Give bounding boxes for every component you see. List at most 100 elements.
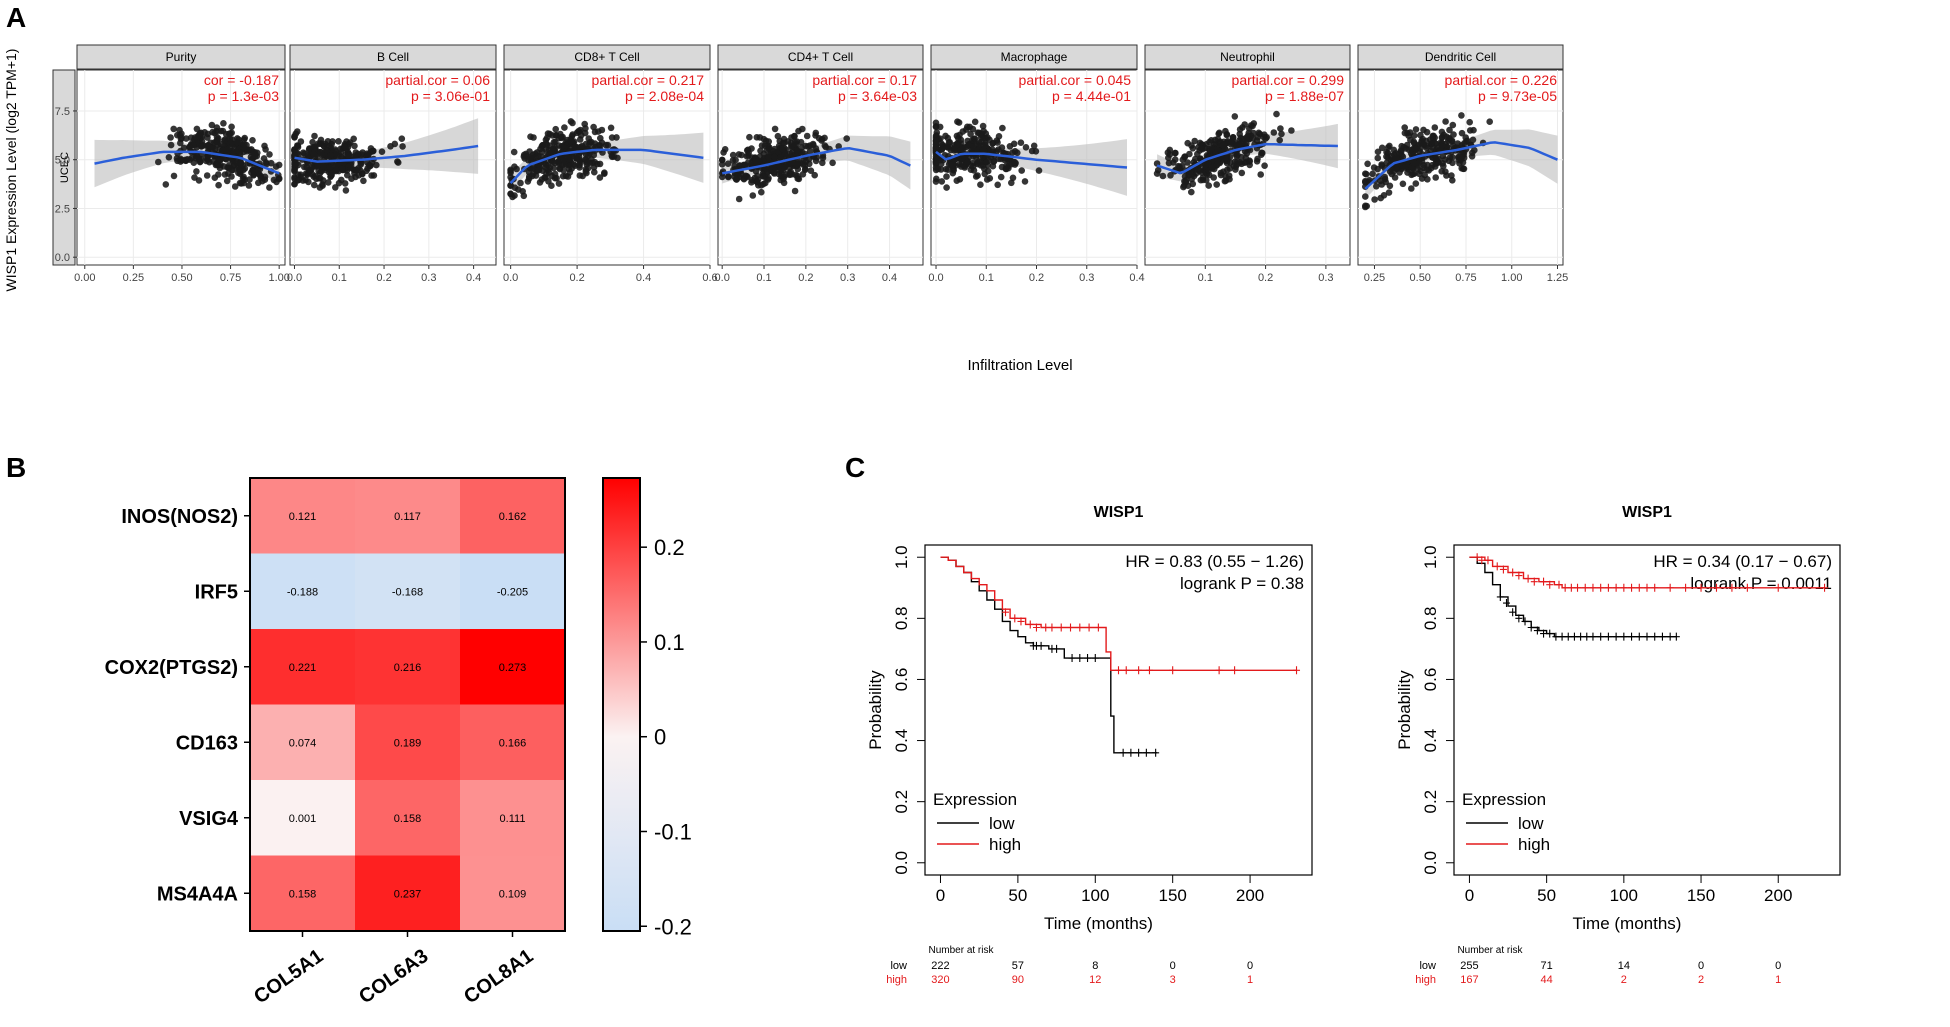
data-point: [195, 177, 203, 184]
data-point: [198, 143, 205, 150]
data-point: [762, 137, 770, 145]
data-point: [953, 141, 960, 148]
x-tick-label: 0.2: [1258, 272, 1273, 284]
data-point: [387, 143, 394, 150]
data-point: [1369, 170, 1376, 178]
data-point: [1362, 193, 1369, 200]
colorbar-tick-label: -0.1: [654, 819, 692, 844]
data-point: [1410, 132, 1418, 139]
censor-mark: [1037, 641, 1045, 650]
data-point: [272, 163, 280, 170]
censor-mark: [1493, 562, 1501, 571]
data-point: [363, 150, 371, 157]
data-point: [843, 135, 850, 142]
facet-macrophage: Macrophage 0.0 0.1 0.2 0.3 0.4 partial.cor = 0…: [928, 44, 1145, 284]
heatmap-cell: [460, 629, 565, 705]
censor-mark: [1589, 583, 1597, 592]
data-point: [1213, 161, 1221, 169]
data-point: [943, 184, 950, 191]
data-point: [582, 125, 589, 132]
data-point: [1199, 174, 1207, 182]
survival-curve-high: [940, 556, 1301, 675]
data-point: [511, 163, 518, 170]
data-point: [1411, 145, 1419, 152]
y-axis-label: Probability: [1395, 670, 1414, 750]
data-point: [233, 139, 241, 146]
data-point: [211, 174, 219, 181]
data-point: [1184, 139, 1191, 147]
data-point: [964, 158, 971, 165]
data-point: [507, 167, 514, 175]
censor-mark: [1635, 583, 1643, 592]
logrank-label: logrank P = 0.38: [1180, 574, 1304, 593]
data-point: [576, 136, 584, 143]
data-point: [977, 181, 984, 188]
data-point: [608, 134, 616, 141]
data-point: [596, 174, 604, 181]
y-axis-label: Probability: [866, 670, 885, 750]
data-point: [576, 172, 584, 179]
censor-mark: [1540, 577, 1548, 586]
data-point: [576, 128, 583, 135]
data-point: [223, 177, 231, 185]
y-tick-label: 0.2: [1421, 790, 1440, 814]
cell-value-label: 0.121: [289, 511, 317, 523]
data-point: [1172, 149, 1179, 157]
data-point: [1450, 131, 1457, 138]
data-point: [196, 130, 204, 137]
cell-value-label: 0.166: [499, 737, 527, 749]
facet-title: CD8+ T Cell: [574, 50, 639, 64]
data-point: [167, 141, 175, 149]
data-point: [358, 151, 365, 158]
data-point: [1175, 162, 1182, 170]
heatmap-cell: [355, 704, 460, 780]
y-tick-label: 0.0: [55, 252, 70, 264]
data-point: [248, 146, 255, 153]
data-point: [306, 167, 314, 175]
data-point: [209, 158, 217, 165]
data-point: [1188, 188, 1195, 196]
data-point: [1374, 148, 1382, 156]
data-point: [1208, 144, 1215, 152]
data-point: [970, 143, 977, 151]
heatmap-cell: [460, 780, 565, 856]
data-point: [1383, 159, 1390, 167]
data-point: [1449, 154, 1456, 161]
km-frame: [924, 544, 1313, 876]
data-point: [607, 124, 615, 132]
y-tick-label: 2.5: [55, 203, 70, 215]
x-tick-label: 0.3: [840, 272, 855, 284]
heatmap-cell: [355, 629, 460, 705]
data-point: [560, 160, 568, 168]
facet-strip: [289, 44, 497, 70]
data-point: [1448, 172, 1455, 179]
hazard-ratio-label: HR = 0.34 (0.17 − 0.67): [1653, 552, 1832, 571]
data-point: [250, 172, 257, 179]
data-point: [932, 178, 940, 185]
censor-mark: [1567, 583, 1575, 592]
data-point: [1378, 144, 1386, 152]
data-point: [1184, 182, 1192, 189]
data-point: [595, 128, 602, 135]
data-point: [1416, 170, 1423, 178]
data-point: [994, 181, 1001, 189]
censor-mark: [1053, 644, 1061, 653]
data-point: [1460, 154, 1468, 162]
y-axis-label: WISP1 Expression Level (log2 TPM+1): [3, 49, 19, 292]
x-tick-label: 100: [1081, 886, 1109, 905]
data-point: [1386, 182, 1394, 190]
data-point: [1432, 174, 1439, 181]
x-tick-label: 200: [1236, 886, 1264, 905]
data-point: [1388, 152, 1395, 160]
data-point: [589, 159, 596, 167]
correlation-label: partial.cor = 0.17: [812, 72, 917, 88]
facet-title: CD4+ T Cell: [788, 50, 853, 64]
data-point: [752, 168, 760, 175]
correlation-label: partial.cor = 0.045: [1019, 72, 1132, 88]
censor-mark: [1484, 556, 1492, 565]
heatmap-cell: [460, 478, 565, 554]
censor-mark: [1032, 623, 1040, 632]
data-point: [299, 177, 307, 184]
censor-mark: [1509, 568, 1517, 577]
risk-count: 2: [1621, 974, 1627, 986]
